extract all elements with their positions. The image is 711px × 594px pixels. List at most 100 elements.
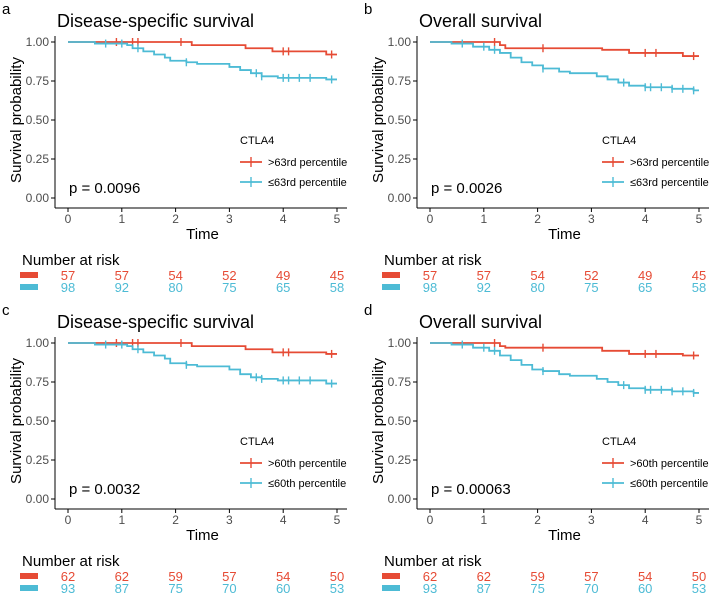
panel-d: d Overall survival Survival probability0.0… — [364, 302, 709, 594]
risk-count: 54 — [276, 569, 290, 584]
risk-row-swatch — [20, 585, 38, 591]
risk-count: 57 — [423, 268, 437, 283]
x-tick-label: 2 — [534, 513, 541, 527]
chart-title: Overall survival — [419, 11, 542, 31]
y-axis-label: Survival probability — [370, 358, 387, 484]
y-tick-label: 0.25 — [26, 453, 50, 467]
chart-title: Disease-specific survival — [57, 11, 254, 31]
risk-count: 57 — [222, 569, 236, 584]
risk-count: 57 — [584, 569, 598, 584]
risk-count: 54 — [638, 569, 652, 584]
panel-b: b Overall survival Survival probability0.0… — [364, 1, 709, 295]
legend-title: CTLA4 — [240, 135, 274, 147]
x-tick-label: 2 — [534, 212, 541, 226]
x-tick-label: 3 — [588, 212, 595, 226]
risk-count: 65 — [276, 280, 290, 295]
risk-count: 57 — [115, 268, 129, 283]
y-tick-label: 0.50 — [26, 113, 50, 127]
risk-count: 58 — [692, 280, 706, 295]
risk-count: 98 — [61, 280, 75, 295]
risk-count: 70 — [584, 581, 598, 594]
survival-curve-series-1 — [430, 342, 699, 394]
risk-count: 59 — [530, 569, 544, 584]
risk-count: 45 — [330, 268, 344, 283]
p-value: p = 0.0032 — [69, 481, 140, 498]
risk-row-swatch — [382, 573, 400, 579]
x-tick-label: 2 — [172, 212, 179, 226]
risk-row-swatch — [20, 284, 38, 290]
risk-count: 52 — [584, 268, 598, 283]
p-value: p = 0.0096 — [69, 180, 140, 197]
risk-count: 98 — [423, 280, 437, 295]
risk-count: 57 — [477, 268, 491, 283]
survival-curve-series-0 — [430, 41, 699, 57]
x-tick-label: 4 — [280, 513, 287, 527]
panel-letter: c — [2, 302, 10, 319]
risk-count: 49 — [276, 268, 290, 283]
y-tick-label: 0.25 — [388, 152, 412, 166]
legend-label: ≤63rd percentile — [268, 177, 347, 189]
risk-count: 54 — [168, 268, 182, 283]
risk-count: 75 — [222, 280, 236, 295]
x-tick-label: 3 — [226, 513, 233, 527]
survival-curve-series-0 — [68, 41, 337, 56]
x-tick-label: 4 — [280, 212, 287, 226]
legend-label: >60th percentile — [268, 458, 347, 470]
risk-count: 92 — [477, 280, 491, 295]
y-tick-label: 1.00 — [26, 35, 50, 49]
x-tick-label: 4 — [642, 212, 649, 226]
risk-row-swatch — [382, 585, 400, 591]
x-tick-label: 5 — [334, 212, 341, 226]
risk-count: 62 — [477, 569, 491, 584]
legend-title: CTLA4 — [240, 436, 274, 448]
x-tick-label: 5 — [696, 513, 703, 527]
risk-count: 49 — [638, 268, 652, 283]
risk-count: 62 — [423, 569, 437, 584]
risk-row-swatch — [20, 272, 38, 278]
risk-count: 87 — [477, 581, 491, 594]
risk-table-title: Number at risk — [22, 252, 120, 269]
p-value: p = 0.00063 — [431, 481, 511, 498]
y-tick-label: 1.00 — [388, 336, 412, 350]
x-tick-label: 3 — [226, 212, 233, 226]
y-axis-label: Survival probability — [8, 57, 25, 183]
y-tick-label: 0.50 — [388, 113, 412, 127]
y-tick-label: 0.00 — [26, 492, 50, 506]
x-tick-label: 4 — [642, 513, 649, 527]
legend-label: ≤60th percentile — [630, 478, 708, 490]
risk-count: 53 — [330, 581, 344, 594]
y-tick-label: 0.25 — [388, 453, 412, 467]
risk-count: 53 — [692, 581, 706, 594]
survival-curve-series-0 — [430, 342, 699, 357]
risk-count: 45 — [692, 268, 706, 283]
x-axis-label: Time — [548, 226, 581, 243]
y-tick-label: 0.00 — [388, 191, 412, 205]
legend-label: >60th percentile — [630, 458, 709, 470]
y-tick-label: 0.25 — [26, 152, 50, 166]
risk-count: 75 — [584, 280, 598, 295]
x-tick-label: 0 — [427, 513, 434, 527]
x-tick-label: 1 — [480, 513, 487, 527]
risk-table-title: Number at risk — [22, 553, 120, 570]
survival-curve-series-1 — [68, 41, 337, 81]
risk-count: 80 — [168, 280, 182, 295]
x-tick-label: 1 — [118, 513, 125, 527]
risk-table-title: Number at risk — [384, 252, 482, 269]
panel-c: c Disease-specific survival Survival proba… — [2, 302, 347, 594]
risk-count: 52 — [222, 268, 236, 283]
risk-count: 60 — [276, 581, 290, 594]
y-axis-label: Survival probability — [8, 358, 25, 484]
risk-count: 70 — [222, 581, 236, 594]
risk-count: 80 — [530, 280, 544, 295]
risk-count: 54 — [530, 268, 544, 283]
y-tick-label: 0.00 — [388, 492, 412, 506]
chart-title: Disease-specific survival — [57, 312, 254, 332]
x-tick-label: 5 — [696, 212, 703, 226]
risk-count: 87 — [115, 581, 129, 594]
survival-curve-series-0 — [68, 342, 337, 355]
x-tick-label: 1 — [480, 212, 487, 226]
y-tick-label: 0.75 — [388, 375, 412, 389]
y-tick-label: 0.50 — [26, 414, 50, 428]
x-tick-label: 2 — [172, 513, 179, 527]
x-tick-label: 0 — [427, 212, 434, 226]
